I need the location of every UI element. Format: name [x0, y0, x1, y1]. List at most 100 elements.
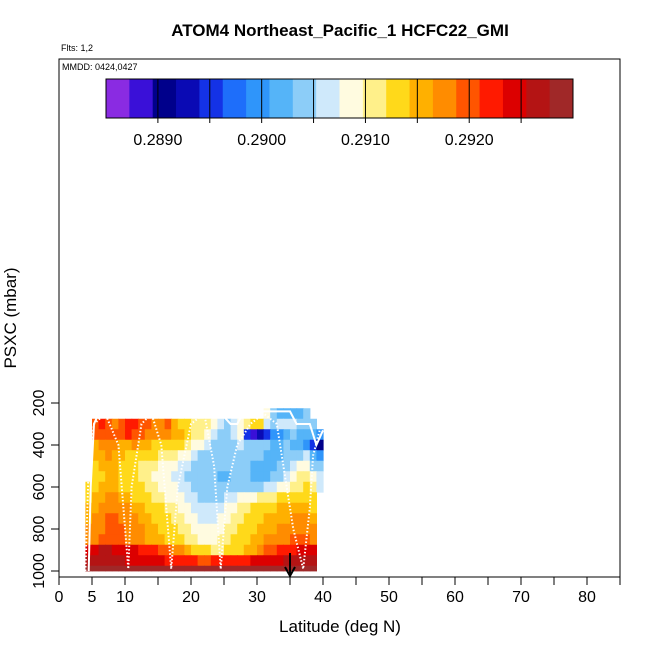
- heatmap-cell: [138, 534, 146, 546]
- heatmap-cell: [177, 450, 185, 462]
- heatmap-cell: [257, 492, 265, 504]
- heatmap-cell: [184, 513, 192, 525]
- heatmap-cell: [309, 555, 317, 567]
- heatmap-cell: [197, 502, 205, 514]
- heatmap-cell: [164, 429, 172, 441]
- heatmap-cell: [191, 565, 199, 572]
- heatmap-cell: [118, 502, 126, 514]
- colorbar-frame: [105, 78, 574, 119]
- heatmap-cell: [257, 565, 265, 572]
- heatmap-cell: [309, 418, 317, 430]
- heatmap-cell: [303, 481, 311, 493]
- heatmap-cell: [217, 450, 225, 462]
- heatmap-cell: [105, 439, 113, 451]
- heatmap-cell: [210, 502, 218, 514]
- heatmap-cell: [237, 502, 245, 514]
- heatmap-cell: [257, 418, 265, 430]
- heatmap-cell: [92, 418, 100, 430]
- heatmap-cell: [197, 523, 205, 535]
- colorbar-swatch: [339, 79, 364, 118]
- heatmap-cell: [98, 502, 106, 514]
- heatmap-cell: [276, 460, 284, 472]
- heatmap-cell: [138, 492, 146, 504]
- heatmap-cell: [184, 481, 192, 493]
- heatmap-cell: [296, 408, 304, 420]
- heatmap-cell: [290, 534, 298, 546]
- heatmap-cell: [283, 534, 291, 546]
- heatmap-cell: [283, 429, 291, 441]
- heatmap-cell: [303, 502, 311, 514]
- heatmap-cell: [290, 492, 298, 504]
- heatmap-cell: [243, 544, 251, 556]
- heatmap-cell: [92, 429, 100, 441]
- heatmap-cell: [263, 460, 271, 472]
- heatmap-cell: [250, 471, 258, 483]
- colorbar-swatch: [362, 79, 387, 118]
- heatmap-cell: [224, 513, 232, 525]
- heatmap-cell: [92, 471, 100, 483]
- heatmap-cell: [224, 555, 232, 567]
- heatmap-cell: [111, 471, 119, 483]
- heatmap-cell: [197, 450, 205, 462]
- colorbar-tick-label: 0.2910: [341, 132, 390, 149]
- heatmap-cell: [263, 439, 271, 451]
- heatmap-cell: [230, 534, 238, 546]
- heatmap-cell: [270, 534, 278, 546]
- heatmap-cell: [151, 460, 159, 472]
- heatmap-cell: [257, 450, 265, 462]
- heatmap-cell: [270, 555, 278, 567]
- heatmap-cell: [144, 460, 152, 472]
- heatmap-cell: [309, 439, 317, 451]
- heatmap-cell: [230, 544, 238, 556]
- heatmap-cell: [230, 481, 238, 493]
- heatmap-cell: [290, 544, 298, 556]
- heatmap-cell: [197, 418, 205, 430]
- heatmap-cell: [164, 565, 172, 572]
- heatmap-cell: [164, 460, 172, 472]
- heatmap-cell: [125, 523, 133, 535]
- heatmap-cell: [184, 460, 192, 472]
- heatmap-cell: [230, 429, 238, 441]
- heatmap-cell: [92, 502, 100, 514]
- heatmap-cell: [316, 460, 324, 472]
- heatmap-cell: [144, 439, 152, 451]
- heatmap-cell: [243, 471, 251, 483]
- heatmap-cell: [184, 555, 192, 567]
- heatmap-cell: [111, 492, 119, 504]
- heatmap-cell: [158, 534, 166, 546]
- colorbar-swatch: [432, 79, 457, 118]
- x-tick-label: 5: [88, 589, 97, 606]
- heatmap-cell: [191, 439, 199, 451]
- heatmap-cell: [224, 565, 232, 572]
- heatmap-cell: [237, 523, 245, 535]
- heatmap-cell: [243, 418, 251, 430]
- heatmap-cell: [243, 555, 251, 567]
- heatmap-cell: [164, 418, 172, 430]
- heatmap-cell: [171, 502, 179, 514]
- heatmap-cell: [98, 418, 106, 430]
- heatmap-cell: [204, 502, 212, 514]
- colorbar-swatch: [409, 79, 434, 118]
- heatmap-cell: [250, 534, 258, 546]
- colorbar-swatch: [292, 79, 317, 118]
- heatmap-cell: [98, 534, 106, 546]
- heatmap-cell: [164, 502, 172, 514]
- heatmap-cell: [270, 523, 278, 535]
- heatmap-cell: [191, 471, 199, 483]
- heatmap-cell: [257, 439, 265, 451]
- heatmap-cell: [237, 429, 245, 441]
- heatmap-cell: [118, 471, 126, 483]
- x-tick-label: 30: [248, 589, 266, 606]
- heatmap-cell: [276, 544, 284, 556]
- heatmap-cell: [197, 544, 205, 556]
- heatmap-cell: [303, 544, 311, 556]
- heatmap-cell: [151, 439, 159, 451]
- heatmap-cell: [283, 450, 291, 462]
- heatmap-cell: [177, 418, 185, 430]
- heatmap-cell: [144, 471, 152, 483]
- heatmap-cell: [204, 513, 212, 525]
- heatmap-cell: [92, 523, 100, 535]
- heatmap-cell: [303, 534, 311, 546]
- heatmap-cell: [118, 513, 126, 525]
- heatmap-cell: [177, 481, 185, 493]
